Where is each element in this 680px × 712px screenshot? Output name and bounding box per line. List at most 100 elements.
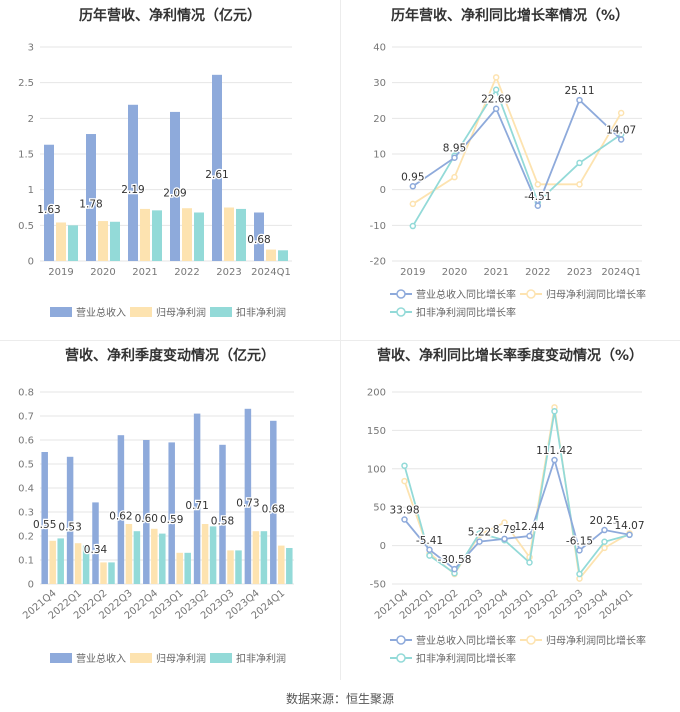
bar	[41, 452, 48, 584]
legend-marker	[396, 307, 406, 317]
quarterly-revenue-profit-chart: 营收、净利季度变动情况（亿元） 0 0.1 0.2 0.3 0.4 0.5 0.6 0.7 0.8…	[0, 340, 340, 685]
data-label: 0.68	[247, 234, 270, 246]
bar	[244, 408, 252, 584]
annual-growth-rate-svg: 历年营收、净利同比增长率情况（%） -20 -10 0 10 20 30 40 2019 2020…	[370, 7, 646, 319]
x-tick-label: 2022	[174, 267, 199, 278]
y-tick-label: 0.4	[18, 484, 34, 495]
bar	[254, 212, 264, 261]
legend-swatch	[50, 653, 72, 663]
bar	[68, 225, 78, 261]
bar	[224, 207, 234, 261]
y-tick-label: 20	[373, 114, 386, 125]
bar	[266, 249, 276, 261]
bar	[57, 538, 64, 584]
data-label: 0.71	[185, 500, 208, 512]
bar	[212, 74, 222, 261]
y-tick-label: 150	[367, 426, 386, 437]
y-tick-label: 0.7	[18, 412, 34, 423]
bar	[170, 111, 180, 261]
y-tick-label: 0	[380, 541, 386, 552]
bar	[159, 533, 166, 584]
y-tick-label: 2.5	[18, 78, 34, 89]
bar	[193, 413, 201, 584]
bar	[117, 435, 125, 584]
data-label: 0.55	[33, 519, 56, 531]
data-label: 2.09	[163, 187, 186, 199]
annual-revenue-profit-svg: 历年营收、净利情况（亿元） 0 0.5 1 1.5 2 2.5 3 2019 2020 2021 20…	[18, 7, 292, 319]
bar	[201, 524, 209, 584]
legend-marker	[526, 289, 536, 299]
bar	[278, 250, 288, 261]
bar	[143, 440, 150, 584]
data-label: 8.79	[493, 524, 516, 536]
data-label: 2.19	[121, 184, 144, 196]
data-label: 14.07	[614, 520, 644, 532]
y-tick-label: 1	[28, 185, 34, 196]
y-tick-label: -50	[370, 580, 386, 591]
data-point	[576, 570, 583, 578]
chart-title: 营收、净利季度变动情况（亿元）	[65, 347, 275, 364]
data-point	[426, 546, 433, 554]
y-tick-label: 40	[373, 43, 386, 54]
y-tick-label: 0	[28, 580, 34, 591]
data-point	[492, 74, 500, 81]
legend-label: 归母净利润同比增长率	[546, 288, 646, 301]
legend-swatch	[130, 307, 152, 317]
legend-marker	[526, 635, 536, 645]
series-line	[412, 74, 622, 205]
data-point	[451, 565, 458, 573]
data-label: 0.95	[401, 171, 424, 183]
bar	[100, 562, 107, 584]
data-point	[626, 531, 633, 539]
data-point	[601, 544, 608, 552]
bar	[110, 221, 120, 261]
chart-title: 历年营收、净利同比增长率情况（%）	[391, 7, 629, 24]
data-point	[551, 407, 558, 415]
y-tick-label: 200	[367, 388, 386, 399]
bar	[44, 144, 54, 261]
x-tick-label: 2019	[48, 267, 73, 278]
data-label: 25.11	[564, 85, 594, 97]
data-label: 12.44	[514, 521, 544, 533]
bar	[133, 531, 141, 584]
data-point	[401, 477, 408, 485]
bar	[252, 531, 260, 584]
quarterly-revenue-profit-svg: 营收、净利季度变动情况（亿元） 0 0.1 0.2 0.3 0.4 0.5 0.6 0.7 0.8…	[18, 347, 294, 665]
annual-revenue-profit-chart: 历年营收、净利情况（亿元） 0 0.5 1 1.5 2 2.5 3 2019 2020 2021 20…	[0, 0, 340, 340]
legend-swatch	[130, 653, 152, 663]
series-line	[412, 98, 622, 209]
x-tick-label: 2023	[567, 267, 592, 278]
legend-label: 归母净利润同比增长率	[546, 634, 646, 647]
annual-growth-rate-chart: 历年营收、净利同比增长率情况（%） -20 -10 0 10 20 30 40 2019 2020…	[340, 0, 680, 340]
bar	[168, 442, 175, 584]
data-point	[526, 559, 533, 566]
bar	[286, 548, 293, 584]
data-point	[501, 519, 508, 526]
x-tick-label: 2021	[132, 267, 157, 278]
bar	[92, 502, 99, 584]
bar	[151, 528, 158, 584]
data-label: -4.51	[524, 191, 551, 203]
data-point	[409, 222, 417, 230]
x-tick-label: 2019	[400, 267, 425, 278]
y-tick-label: 0.6	[18, 436, 34, 447]
data-point	[401, 462, 408, 469]
bar	[108, 562, 115, 584]
chart-title: 营收、净利同比增长率季度变动情况（%）	[377, 347, 643, 364]
legend-label: 营业总收入	[76, 306, 126, 319]
bar	[140, 208, 150, 261]
legend-marker	[396, 635, 406, 645]
bar	[260, 531, 268, 584]
data-point	[601, 526, 608, 534]
data-point	[601, 538, 608, 546]
bar	[66, 456, 74, 584]
quarterly-growth-rate-svg: 营收、净利同比增长率季度变动情况（%）-500501001502002021Q4…	[367, 347, 646, 665]
legend-label: 扣非净利润同比增长率	[416, 306, 516, 319]
bar	[125, 524, 133, 584]
bar	[236, 208, 246, 261]
y-tick-label: 2	[28, 114, 34, 125]
data-label: 0.53	[58, 521, 81, 533]
bar	[209, 526, 217, 584]
legend-label: 扣非净利润	[236, 652, 286, 665]
y-tick-label: -10	[370, 221, 386, 232]
